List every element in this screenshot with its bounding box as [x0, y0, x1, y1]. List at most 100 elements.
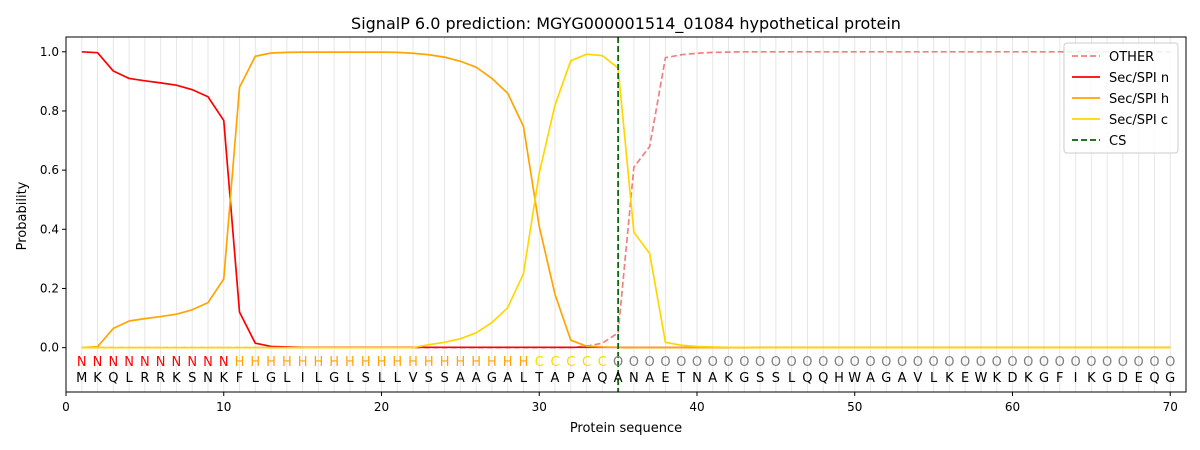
sequence-letter: K: [945, 371, 954, 386]
sequence-letter: W: [974, 371, 987, 386]
series-line-sec-spi-n: [81, 50, 1171, 349]
x-tick-label: 70: [1163, 400, 1178, 414]
sequence-letter: A: [645, 371, 654, 386]
legend-box: [1063, 42, 1179, 154]
region-label: O: [944, 355, 954, 370]
sequence-letter: K: [219, 371, 228, 386]
sequence-letter: L: [930, 371, 938, 386]
region-label: O: [771, 355, 781, 370]
sequence-letter: K: [1024, 371, 1033, 386]
legend-label: Sec/SPI h: [1109, 92, 1169, 107]
sequence-letter: L: [315, 371, 323, 386]
sequence-letter: A: [503, 371, 512, 386]
sequence-letter: D: [1118, 371, 1128, 386]
region-label: O: [881, 355, 891, 370]
sequence-letter: T: [534, 371, 543, 386]
sequence-letter: K: [172, 371, 181, 386]
region-label: O: [629, 355, 639, 370]
sequence-letter: Q: [108, 371, 118, 386]
sequence-letter: V: [913, 371, 922, 386]
sequence-letter: A: [456, 371, 465, 386]
y-tick-label: 0.0: [40, 341, 59, 355]
sequence-letter: T: [676, 371, 685, 386]
chart-title: SignalP 6.0 prediction: MGYG000001514_01…: [351, 14, 901, 34]
sequence-letter: A: [551, 371, 560, 386]
region-label: O: [755, 355, 765, 370]
sequence-letter: L: [378, 371, 386, 386]
sequence-letter: L: [125, 371, 133, 386]
sequence-letter: S: [440, 371, 448, 386]
y-tick-label: 0.4: [40, 222, 59, 236]
sequence-letter: S: [425, 371, 433, 386]
region-label: H: [408, 355, 418, 370]
sequence-letter: A: [866, 371, 875, 386]
sequence-letter: G: [266, 371, 276, 386]
region-label: O: [739, 355, 749, 370]
x-tick-label: 40: [689, 400, 704, 414]
region-label: N: [156, 355, 166, 370]
region-label: O: [1023, 355, 1033, 370]
region-label: O: [1039, 355, 1049, 370]
region-label: H: [250, 355, 260, 370]
region-label: N: [77, 355, 87, 370]
sequence-letter: L: [346, 371, 354, 386]
sequence-letter: W: [848, 371, 861, 386]
region-label: N: [203, 355, 213, 370]
region-label: N: [93, 355, 103, 370]
sequence-letter: L: [788, 371, 796, 386]
region-label: N: [124, 355, 134, 370]
y-tick-label: 0.2: [40, 281, 59, 295]
y-tick-label: 1.0: [40, 45, 59, 59]
region-label: O: [1102, 355, 1112, 370]
region-label: C: [550, 355, 559, 370]
sequence-letter: G: [487, 371, 497, 386]
region-label: C: [566, 355, 575, 370]
sequence-letter: S: [362, 371, 370, 386]
sequence-letter: N: [692, 371, 702, 386]
sequence-letter: H: [834, 371, 844, 386]
region-label: O: [692, 355, 702, 370]
sequence-letter: P: [567, 371, 575, 386]
region-label: H: [455, 355, 465, 370]
region-label: O: [928, 355, 938, 370]
region-label: C: [535, 355, 544, 370]
legend-label: CS: [1109, 134, 1126, 149]
legend: OTHER Sec/SPI n Sec/SPI h Sec/SPI c CS: [1063, 42, 1179, 154]
region-label: C: [582, 355, 591, 370]
region-label: H: [503, 355, 513, 370]
sequence-letter: I: [301, 371, 305, 386]
region-label: O: [865, 355, 875, 370]
region-label: H: [377, 355, 387, 370]
region-label: H: [266, 355, 276, 370]
plot-area: NMNKNQNLNRNRNKNSNNNKHFHLHGHLHIHLHGHLHSHL…: [40, 36, 1187, 414]
sequence-letter: Q: [597, 371, 607, 386]
legend-label: OTHER: [1109, 50, 1154, 65]
sequence-letter: D: [1007, 371, 1017, 386]
sequence-letter: L: [394, 371, 402, 386]
sequence-letter: F: [236, 371, 243, 386]
region-label: H: [471, 355, 481, 370]
x-tick-label: 60: [1005, 400, 1020, 414]
region-label: O: [802, 355, 812, 370]
region-label: O: [1070, 355, 1080, 370]
region-label: O: [976, 355, 986, 370]
region-label: N: [219, 355, 229, 370]
x-tick-label: 30: [532, 400, 547, 414]
region-label: H: [314, 355, 324, 370]
region-label: N: [108, 355, 118, 370]
region-label: O: [913, 355, 923, 370]
region-label: O: [992, 355, 1002, 370]
sequence-letter: G: [1039, 371, 1049, 386]
sequence-letter: S: [188, 371, 196, 386]
sequence-letter: G: [329, 371, 339, 386]
region-label: N: [172, 355, 182, 370]
sequence-letter: Q: [1149, 371, 1159, 386]
region-label: O: [834, 355, 844, 370]
x-tick-label: 50: [847, 400, 862, 414]
region-label: H: [424, 355, 434, 370]
region-label: O: [676, 355, 686, 370]
region-label: H: [345, 355, 355, 370]
y-axis-label: Probability: [15, 181, 30, 250]
region-label: O: [708, 355, 718, 370]
